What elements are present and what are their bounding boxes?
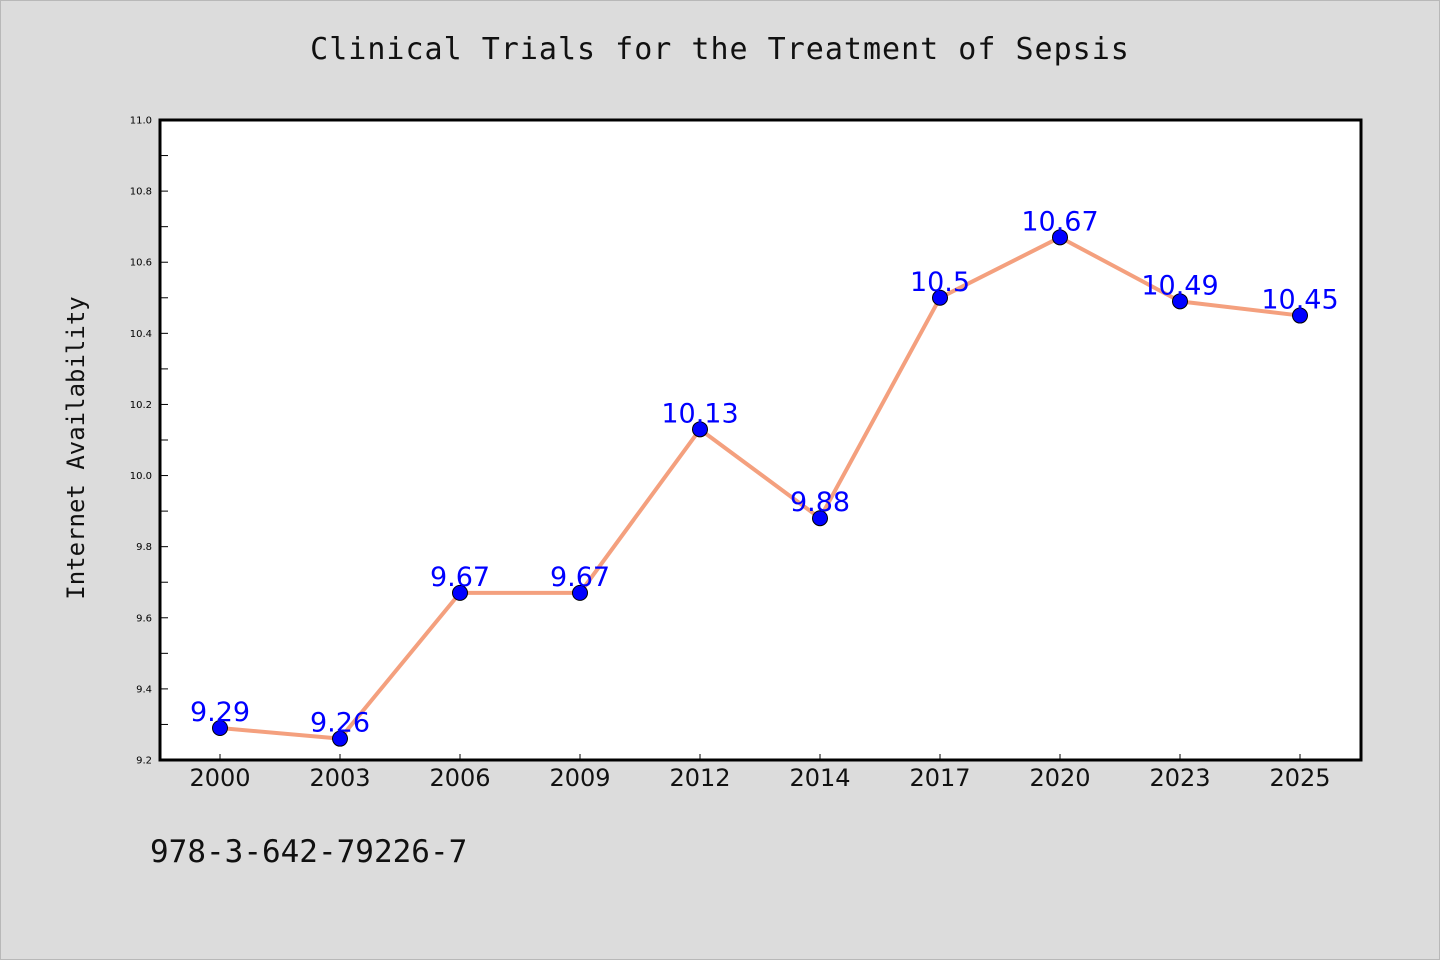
plot-area — [158, 118, 1363, 762]
data-label-2009: 9.67 — [550, 562, 610, 593]
y-tick-label: 10.6 — [130, 258, 152, 269]
x-tick-label: 2014 — [789, 764, 850, 792]
chart-title: Clinical Trials for the Treatment of Sep… — [310, 32, 1130, 67]
data-label-2017: 10.5 — [910, 267, 970, 298]
data-point-2017 — [932, 289, 948, 306]
series-markers — [212, 229, 1308, 747]
data-point-2009 — [572, 584, 588, 601]
y-tick-label: 10.8 — [130, 187, 152, 198]
data-point-2012 — [692, 421, 708, 438]
y-tick-label: 9.8 — [136, 542, 152, 553]
data-point-2000 — [212, 720, 228, 736]
x-tick-label: 2023 — [1149, 764, 1210, 792]
x-tick-label: 2006 — [429, 764, 490, 792]
data-label-2014: 9.88 — [790, 487, 850, 518]
data-label-2000: 9.29 — [190, 697, 250, 728]
data-label-2023: 10.49 — [1141, 270, 1218, 301]
x-tick-label: 2003 — [309, 764, 370, 792]
data-label-2025: 10.45 — [1261, 285, 1338, 316]
isbn-footnote: 978-3-642-79226-7 — [150, 834, 468, 870]
data-point-2020 — [1052, 229, 1068, 246]
y-tick-label: 9.4 — [136, 684, 152, 695]
y-tick-label: 9.6 — [136, 613, 152, 624]
y-tick-label: 11.0 — [130, 116, 152, 127]
data-point-2006 — [452, 584, 468, 601]
x-tick-label: 2020 — [1029, 764, 1090, 792]
y-axis-label: Internet Availability — [62, 296, 90, 600]
x-tick-label: 2025 — [1269, 764, 1330, 792]
data-point-2003 — [332, 730, 348, 747]
x-tick-label: 2000 — [189, 764, 250, 792]
data-point-2014 — [812, 510, 828, 527]
y-tick-label: 10.2 — [130, 400, 152, 411]
data-point-2025 — [1292, 307, 1308, 324]
y-tick-label: 10.0 — [130, 471, 152, 482]
y-tick-label: 10.4 — [130, 329, 152, 340]
x-tick-label: 2017 — [909, 764, 970, 792]
x-tick-label: 2012 — [669, 764, 730, 792]
data-point-2023 — [1172, 293, 1188, 310]
series-polyline — [218, 235, 1302, 741]
series-line — [218, 235, 1302, 741]
x-tick-label: 2009 — [549, 764, 610, 792]
data-label-2003: 9.26 — [310, 708, 370, 739]
y-axis: 9.2 9.4 9.6 9.8 10.0 10.2 10.4 10.6 10.8 11.0 — [130, 116, 168, 767]
data-label-2020: 10.67 — [1021, 206, 1098, 237]
data-label-2012: 10.13 — [661, 398, 738, 429]
data-label-2006: 9.67 — [430, 562, 490, 593]
y-tick-label: 9.2 — [136, 756, 152, 767]
x-axis: 2000 2003 2006 2009 2012 2014 2017 2020 2023 2025 — [189, 754, 1331, 792]
data-labels: 9.29 9.26 9.67 9.67 10.13 9.88 10.5 10.67 10.49 1… — [190, 206, 1339, 738]
